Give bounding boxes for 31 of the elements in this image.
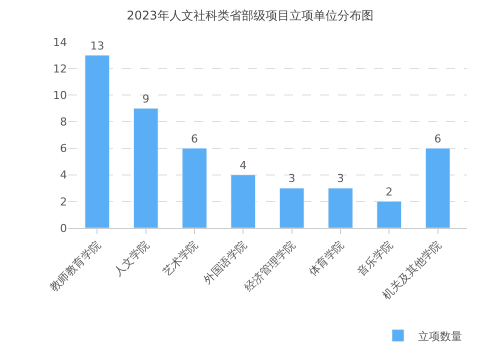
y-tick-label: 6 bbox=[60, 142, 67, 156]
y-tick-label: 4 bbox=[60, 168, 67, 182]
data-label: 3 bbox=[288, 172, 296, 186]
x-tick-label: 艺术学院 bbox=[160, 238, 201, 279]
x-tick-label: 教师教育学院 bbox=[47, 238, 104, 294]
x-tick-label: 人文学院 bbox=[112, 238, 152, 279]
y-tick-label: 12 bbox=[53, 62, 67, 76]
y-tick-label: 14 bbox=[53, 36, 67, 49]
y-tick-label: 0 bbox=[60, 222, 67, 235]
data-label: 9 bbox=[142, 92, 150, 106]
bar bbox=[133, 108, 158, 228]
data-label: 4 bbox=[240, 158, 247, 172]
data-label: 2 bbox=[386, 185, 393, 198]
y-tick-label: 10 bbox=[53, 88, 67, 102]
y-tick-label: 2 bbox=[60, 195, 67, 208]
bar bbox=[84, 55, 110, 228]
legend-label: 立项数量 bbox=[418, 330, 462, 343]
data-label: 6 bbox=[434, 132, 442, 146]
bar bbox=[182, 148, 207, 228]
data-label: 3 bbox=[336, 172, 344, 186]
bar bbox=[279, 188, 304, 228]
chart-title: 2023年人文社科类省部级项目立项单位分布图 bbox=[126, 8, 374, 22]
data-label: 6 bbox=[191, 132, 198, 146]
data-label: 13 bbox=[90, 39, 104, 52]
x-tick-label: 体育学院 bbox=[306, 238, 346, 279]
bar bbox=[425, 148, 450, 228]
bar bbox=[230, 174, 256, 228]
y-tick-label: 8 bbox=[60, 116, 67, 129]
bar bbox=[376, 201, 402, 228]
bar bbox=[328, 188, 353, 228]
x-tick-label: 音乐学院 bbox=[354, 238, 396, 279]
